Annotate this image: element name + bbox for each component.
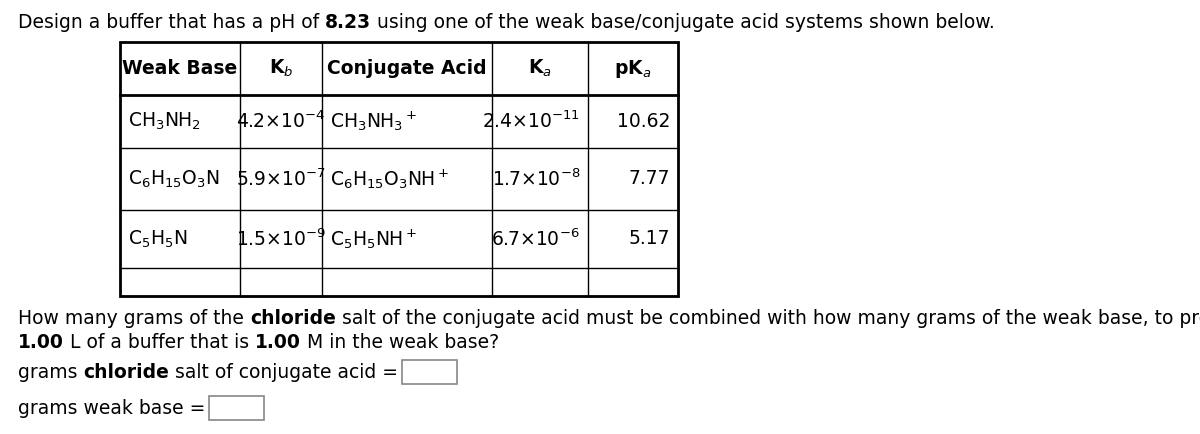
Text: K$_a$: K$_a$ [528,58,552,79]
Text: chloride: chloride [250,309,336,328]
Text: using one of the weak base/conjugate acid systems shown below.: using one of the weak base/conjugate aci… [371,13,995,32]
Text: 5.17: 5.17 [629,230,670,249]
Text: chloride: chloride [84,362,169,381]
Text: C$_5$H$_5$NH$^+$: C$_5$H$_5$NH$^+$ [330,227,418,251]
Text: salt of the conjugate acid must be combined with how many grams of the weak base: salt of the conjugate acid must be combi… [336,309,1200,328]
Text: How many grams of the: How many grams of the [18,309,250,328]
Bar [402,360,457,384]
Text: CH$_3$NH$_3$$^+$: CH$_3$NH$_3$$^+$ [330,110,418,133]
Bar [120,42,678,296]
Text: M in the weak base?: M in the weak base? [301,332,499,352]
Text: C$_5$H$_5$N: C$_5$H$_5$N [128,228,187,250]
Text: grams weak base =: grams weak base = [18,398,205,418]
Text: 10.62: 10.62 [617,112,670,131]
Text: 1.7×10$^{-8}$: 1.7×10$^{-8}$ [492,168,580,190]
Text: CH$_3$NH$_2$: CH$_3$NH$_2$ [128,111,202,132]
Text: 4.2×10$^{-4}$: 4.2×10$^{-4}$ [236,111,325,132]
Text: Conjugate Acid: Conjugate Acid [328,59,487,78]
Text: 8.23: 8.23 [325,13,371,32]
Text: salt of conjugate acid =: salt of conjugate acid = [169,362,398,381]
Text: C$_6$H$_{15}$O$_3$NH$^+$: C$_6$H$_{15}$O$_3$NH$^+$ [330,167,450,191]
Text: 2.4×10$^{-11}$: 2.4×10$^{-11}$ [482,111,580,132]
Text: Weak Base: Weak Base [122,59,238,78]
Text: 7.77: 7.77 [629,170,670,188]
Text: K$_b$: K$_b$ [269,58,293,79]
Text: 1.00: 1.00 [18,332,64,352]
Text: 5.9×10$^{-7}$: 5.9×10$^{-7}$ [236,168,326,190]
Text: L of a buffer that is: L of a buffer that is [64,332,256,352]
Text: grams: grams [18,362,84,381]
Bar [209,396,264,420]
Text: C$_6$H$_{15}$O$_3$N: C$_6$H$_{15}$O$_3$N [128,168,220,190]
Text: 1.00: 1.00 [256,332,301,352]
Text: 6.7×10$^{-6}$: 6.7×10$^{-6}$ [492,228,580,250]
Text: 1.5×10$^{-9}$: 1.5×10$^{-9}$ [236,228,326,250]
Text: pK$_a$: pK$_a$ [614,57,652,79]
Text: Design a buffer that has a pH of: Design a buffer that has a pH of [18,13,325,32]
